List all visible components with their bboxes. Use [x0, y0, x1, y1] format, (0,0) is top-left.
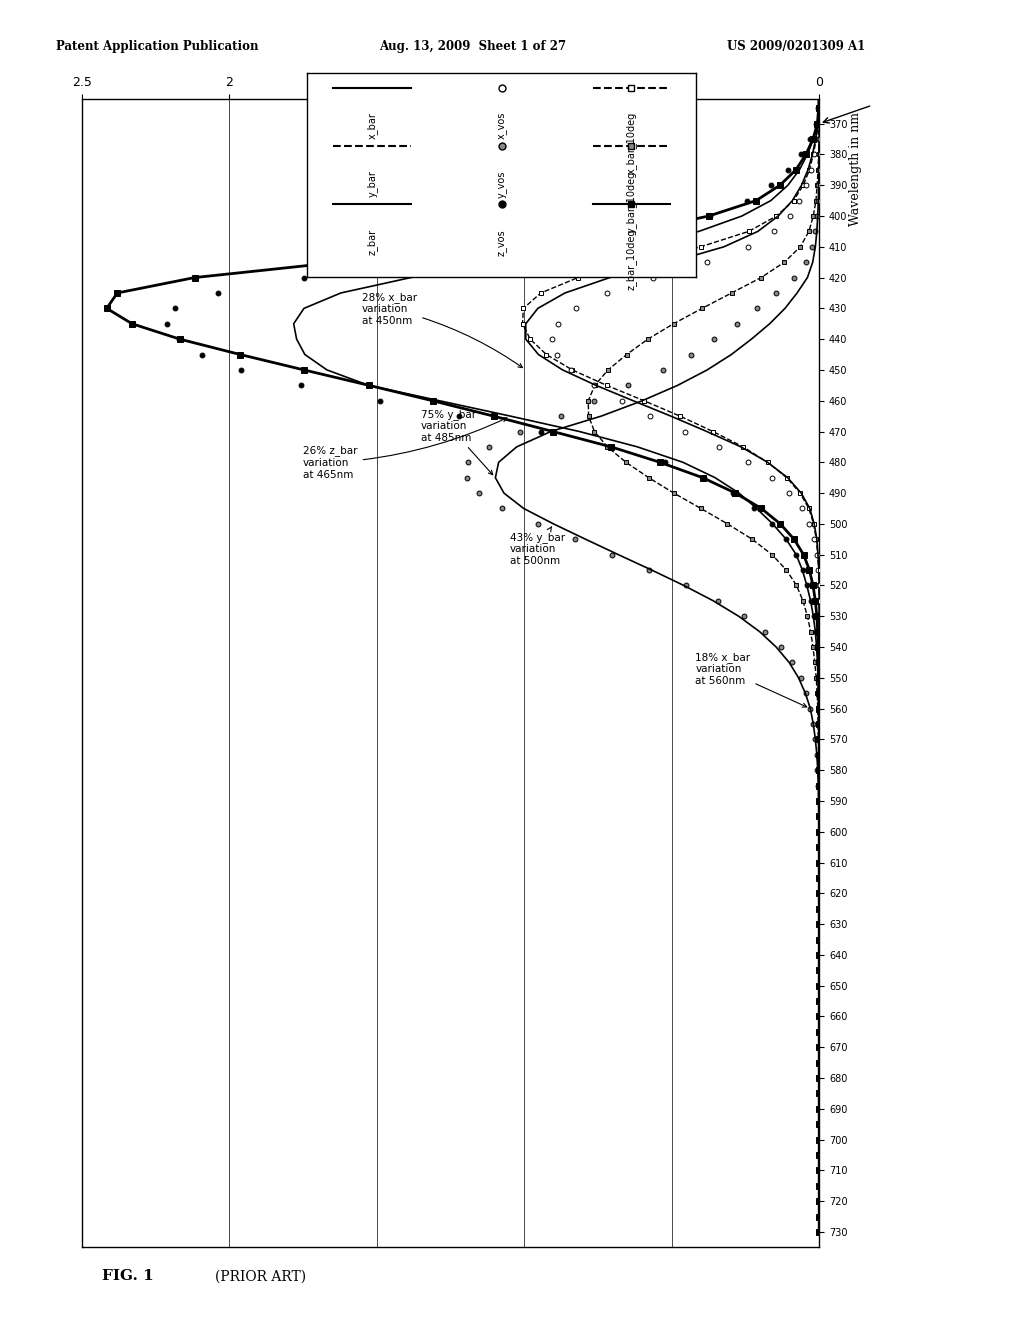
Text: 18% x_bar
variation
at 560nm: 18% x_bar variation at 560nm	[695, 652, 807, 708]
Text: y_bar_10deg: y_bar_10deg	[626, 170, 637, 232]
Text: US 2009/0201309 A1: US 2009/0201309 A1	[727, 40, 865, 53]
Text: x_vos: x_vos	[497, 112, 507, 140]
Text: (PRIOR ART): (PRIOR ART)	[215, 1270, 306, 1283]
Text: x_bar_10deg: x_bar_10deg	[626, 112, 637, 174]
Text: 26% z_bar
variation
at 465nm: 26% z_bar variation at 465nm	[303, 417, 507, 479]
Text: Aug. 13, 2009  Sheet 1 of 27: Aug. 13, 2009 Sheet 1 of 27	[379, 40, 566, 53]
Text: z_bar_10deg: z_bar_10deg	[626, 228, 637, 290]
Text: FIG. 1: FIG. 1	[102, 1270, 155, 1283]
Text: Patent Application Publication: Patent Application Publication	[56, 40, 259, 53]
Text: y_bar: y_bar	[367, 170, 378, 198]
Text: 75% y_bar
variation
at 485nm: 75% y_bar variation at 485nm	[421, 409, 493, 475]
Text: z_vos: z_vos	[497, 228, 507, 256]
Text: x_bar: x_bar	[367, 112, 378, 139]
Text: y_vos: y_vos	[497, 170, 507, 198]
Text: z_bar: z_bar	[367, 228, 378, 255]
Text: Wavelength in nm: Wavelength in nm	[849, 112, 861, 226]
Text: 28% x_bar
variation
at 450nm: 28% x_bar variation at 450nm	[362, 292, 522, 367]
Text: 43% y_bar
variation
at 500nm: 43% y_bar variation at 500nm	[510, 527, 564, 566]
